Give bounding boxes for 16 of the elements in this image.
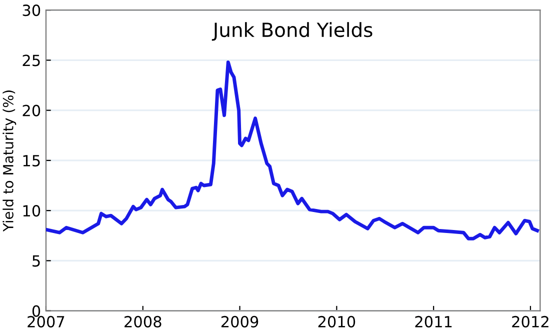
y-tick-label: 15	[23, 155, 40, 166]
y-tick-label: 30	[22, 4, 40, 16]
y-tick-label: 5	[32, 255, 40, 267]
x-tick-label: 2007	[28, 316, 64, 328]
x-tick-label: 2009	[221, 316, 258, 328]
x-tick-label: 2010	[318, 316, 356, 328]
y-axis-title: Yield to Maturity (%)	[2, 90, 16, 232]
y-tick-label: 10	[23, 205, 40, 217]
y-tick-label: 20	[22, 104, 40, 116]
x-tick-label: 2011	[415, 316, 452, 328]
x-tick-label: 2012	[512, 316, 548, 328]
line-series	[46, 60, 539, 240]
x-tick-label: 2008	[124, 316, 162, 328]
text: Junk Bond Yields	[212, 22, 372, 41]
y-tick-label: 0	[32, 305, 40, 317]
y-tick-label: 25	[22, 54, 40, 66]
